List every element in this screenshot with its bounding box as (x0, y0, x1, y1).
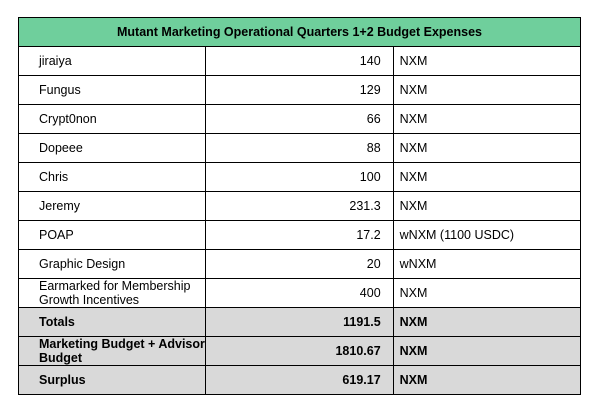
item-value: 88 (205, 133, 394, 163)
item-name: Dopeee (17, 133, 207, 163)
item-unit: NXM (392, 75, 582, 105)
item-unit: NXM (392, 133, 582, 163)
summary-row: Surplus 619.17 NXM (17, 365, 582, 395)
table-row: Jeremy 231.3 NXM (17, 191, 582, 221)
item-name: Earmarked for Membership Growth Incentiv… (17, 278, 207, 308)
item-name: jiraiya (17, 46, 207, 76)
item-unit: NXM (392, 336, 582, 366)
item-value: 619.17 (205, 365, 394, 395)
item-name: Totals (17, 307, 207, 337)
summary-row: Totals 1191.5 NXM (17, 307, 582, 337)
table-row: Earmarked for Membership Growth Incentiv… (17, 278, 582, 308)
item-value: 140 (205, 46, 394, 76)
table-row: Chris 100 NXM (17, 162, 582, 192)
table-row: Graphic Design 20 wNXM (17, 249, 582, 279)
item-unit: NXM (392, 307, 582, 337)
item-name: Jeremy (17, 191, 207, 221)
budget-table: Mutant Marketing Operational Quarters 1+… (17, 17, 582, 395)
budget-table-container: Mutant Marketing Operational Quarters 1+… (17, 17, 582, 395)
item-value: 20 (205, 249, 394, 279)
item-unit: NXM (392, 162, 582, 192)
item-name: Crypt0non (17, 104, 207, 134)
item-value: 231.3 (205, 191, 394, 221)
item-value: 129 (205, 75, 394, 105)
item-value: 1810.67 (205, 336, 394, 366)
expense-rows: jiraiya 140 NXM Fungus 129 NXM Crypt0non 66 NXM D… (17, 46, 582, 308)
item-name: POAP (17, 220, 207, 250)
item-value: 400 (205, 278, 394, 308)
table-row: Crypt0non 66 NXM (17, 104, 582, 134)
table-row: Dopeee 88 NXM (17, 133, 582, 163)
item-name: Fungus (17, 75, 207, 105)
summary-rows: Totals 1191.5 NXM Marketing Budget + Adviso… (17, 307, 582, 395)
item-unit: NXM (392, 278, 582, 308)
item-value: 1191.5 (205, 307, 394, 337)
item-unit: wNXM (392, 249, 582, 279)
summary-row: Marketing Budget + Advisor Budget 1810.67… (17, 336, 582, 366)
item-value: 17.2 (205, 220, 394, 250)
item-unit: NXM (392, 46, 582, 76)
table-title: Mutant Marketing Operational Quarters 1+… (18, 17, 581, 47)
item-unit: NXM (392, 104, 582, 134)
item-value: 100 (205, 162, 394, 192)
item-value: 66 (205, 104, 394, 134)
item-name: Surplus (17, 365, 207, 395)
table-row: Fungus 129 NXM (17, 75, 582, 105)
item-name: Chris (17, 162, 207, 192)
item-unit: wNXM (1100 USDC) (392, 220, 582, 250)
item-unit: NXM (392, 365, 582, 395)
item-unit: NXM (392, 191, 582, 221)
item-name: Marketing Budget + Advisor Budget (17, 336, 207, 366)
table-row: jiraiya 140 NXM (17, 46, 582, 76)
item-name: Graphic Design (17, 249, 207, 279)
table-row: POAP 17.2 wNXM (1100 USDC) (17, 220, 582, 250)
table-title-row: Mutant Marketing Operational Quarters 1+… (18, 17, 581, 47)
